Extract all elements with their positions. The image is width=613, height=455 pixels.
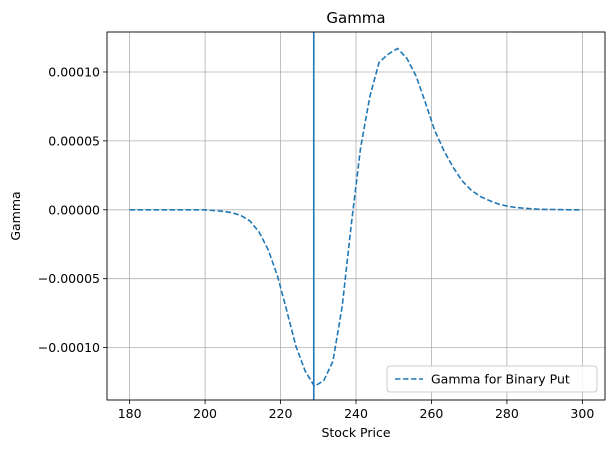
x-tick-label: 300: [570, 406, 594, 421]
x-tick-label: 180: [118, 406, 142, 421]
x-tick-label: 280: [495, 406, 519, 421]
grid: [107, 32, 605, 400]
legend-label: Gamma for Binary Put: [431, 372, 570, 387]
y-tick-label: 0.00005: [48, 133, 100, 148]
legend: Gamma for Binary Put: [386, 365, 598, 393]
y-tick-label: 0.00000: [48, 202, 100, 217]
y-tick-label: 0.00010: [48, 64, 100, 79]
x-tick-label: 240: [344, 406, 368, 421]
x-axis-label: Stock Price: [321, 425, 390, 440]
series-line-gamma-binary-put: [129, 47, 583, 388]
x-tick-label: 220: [269, 406, 293, 421]
y-axis-label: Gamma: [8, 191, 23, 240]
y-tick-label: −0.00010: [38, 340, 100, 355]
x-tick-label: 260: [420, 406, 444, 421]
series-layer: [129, 32, 583, 400]
plot-frame: [106, 31, 606, 401]
ticks: 180 200 220 240 260 280 300 −0.00010 −0.00005 0.0…: [38, 64, 595, 421]
legend-box: [386, 365, 598, 393]
chart-title: Gamma: [326, 9, 385, 27]
y-tick-label: −0.00005: [38, 271, 100, 286]
x-tick-label: 200: [193, 406, 217, 421]
